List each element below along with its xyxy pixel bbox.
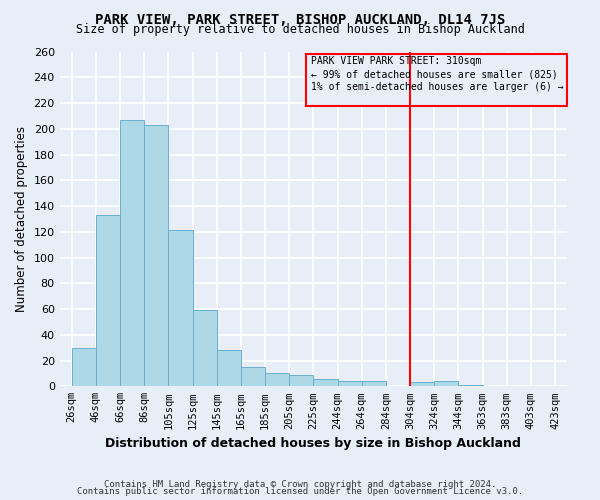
- Bar: [338, 381, 362, 386]
- Bar: [193, 310, 217, 386]
- Bar: [289, 374, 313, 386]
- Bar: [265, 374, 289, 386]
- Text: Contains HM Land Registry data © Crown copyright and database right 2024.: Contains HM Land Registry data © Crown c…: [104, 480, 496, 489]
- Bar: [434, 381, 458, 386]
- Bar: [217, 350, 241, 387]
- X-axis label: Distribution of detached houses by size in Bishop Auckland: Distribution of detached houses by size …: [106, 437, 521, 450]
- Bar: [96, 215, 120, 386]
- Text: Contains public sector information licensed under the Open Government Licence v3: Contains public sector information licen…: [77, 488, 523, 496]
- Bar: [313, 378, 338, 386]
- Bar: [362, 381, 386, 386]
- Bar: [241, 367, 265, 386]
- Bar: [410, 382, 434, 386]
- Bar: [458, 385, 482, 386]
- Text: Size of property relative to detached houses in Bishop Auckland: Size of property relative to detached ho…: [76, 22, 524, 36]
- Bar: [144, 125, 169, 386]
- Bar: [72, 348, 96, 387]
- Text: 1% of semi-detached houses are larger (6) →: 1% of semi-detached houses are larger (6…: [311, 82, 563, 92]
- Text: PARK VIEW PARK STREET: 310sqm: PARK VIEW PARK STREET: 310sqm: [311, 56, 481, 66]
- Text: PARK VIEW, PARK STREET, BISHOP AUCKLAND, DL14 7JS: PARK VIEW, PARK STREET, BISHOP AUCKLAND,…: [95, 12, 505, 26]
- FancyBboxPatch shape: [306, 54, 567, 106]
- Bar: [169, 230, 193, 386]
- Bar: [120, 120, 144, 386]
- Y-axis label: Number of detached properties: Number of detached properties: [15, 126, 28, 312]
- Text: ← 99% of detached houses are smaller (825): ← 99% of detached houses are smaller (82…: [311, 70, 558, 80]
